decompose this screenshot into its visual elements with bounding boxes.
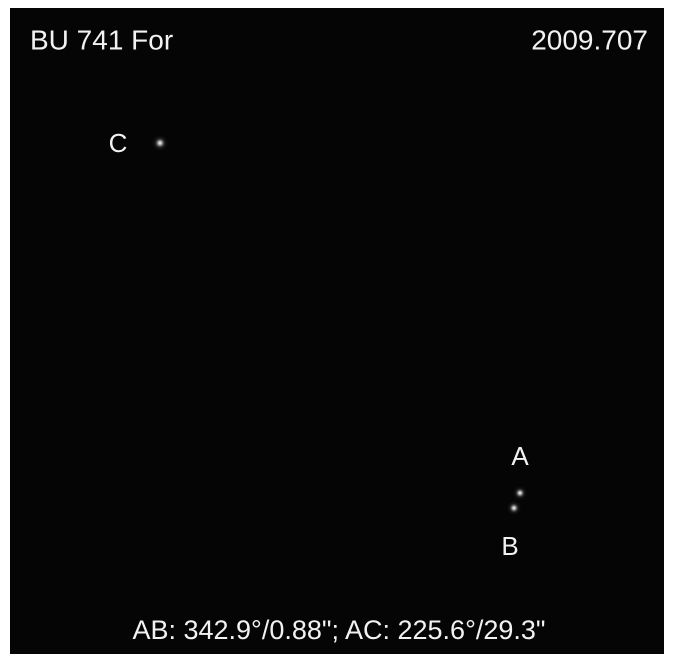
astro-image: BU 741 For 2009.707 C A B AB: 342.9°/0.8… [0, 0, 674, 663]
star-c [151, 134, 169, 152]
label-a: A [511, 441, 529, 471]
star-b [506, 500, 522, 516]
caption: AB: 342.9°/0.88"; AC: 225.6°/29.3" [132, 615, 545, 645]
epoch: 2009.707 [531, 24, 648, 55]
label-b: B [501, 531, 518, 561]
label-c: C [109, 128, 128, 158]
sky [10, 8, 664, 654]
title: BU 741 For [30, 24, 173, 55]
star-a [512, 485, 528, 501]
page: {"header": {"title": "BU 741 For", "epoc… [0, 0, 674, 663]
